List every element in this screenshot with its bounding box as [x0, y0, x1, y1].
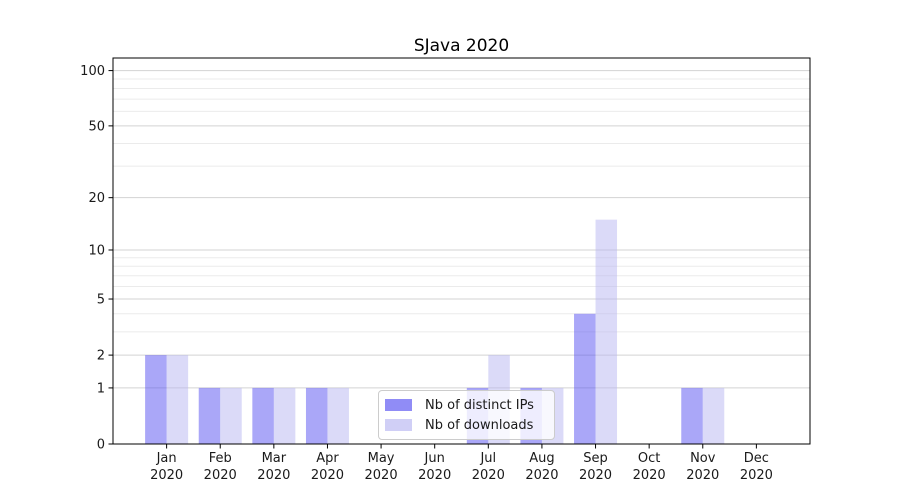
bar-distinct-ips-feb — [198, 387, 221, 444]
bar-downloads-jan — [166, 355, 189, 444]
x-tick-label-oct: Oct 2020 — [633, 451, 666, 483]
x-tick-label-jun: Jun 2020 — [418, 451, 451, 483]
x-tick-label-mar: Mar 2020 — [257, 451, 290, 483]
bar-distinct-ips-sep — [574, 313, 596, 444]
bar-downloads-sep — [595, 219, 618, 444]
legend-label-distinct-ips: Nb of distinct IPs — [425, 397, 534, 413]
y-tick-label-20: 20 — [88, 191, 105, 206]
x-tick-label-jul: Jul 2020 — [472, 451, 505, 483]
chart-title: SJava 2020 — [413, 36, 510, 56]
x-tick-label-may: May 2020 — [365, 451, 398, 483]
legend-label-downloads: Nb of downloads — [425, 417, 534, 433]
legend-swatch-downloads-icon — [385, 419, 412, 431]
bar-distinct-ips-apr — [305, 387, 328, 444]
legend: Nb of distinct IPs Nb of downloads — [378, 390, 555, 440]
bar-distinct-ips-mar — [252, 387, 274, 444]
y-tick-label-5: 5 — [97, 293, 105, 308]
x-tick-label-aug: Aug 2020 — [525, 451, 558, 483]
legend-swatch-distinct-ips-icon — [385, 399, 412, 411]
bar-distinct-ips-jan — [145, 355, 167, 444]
bar-downloads-feb — [220, 387, 242, 444]
y-tick-label-100: 100 — [80, 64, 105, 79]
y-tick-label-50: 50 — [88, 119, 105, 134]
y-tick-label-0: 0 — [97, 438, 105, 453]
legend-item-distinct-ips: Nb of distinct IPs — [385, 396, 546, 414]
legend-item-downloads: Nb of downloads — [385, 416, 546, 434]
x-tick-label-apr: Apr 2020 — [311, 451, 344, 483]
bar-downloads-nov — [702, 387, 725, 444]
bar-downloads-mar — [273, 387, 296, 444]
x-tick-label-jan: Jan 2020 — [150, 451, 183, 483]
y-tick-label-1: 1 — [97, 381, 105, 396]
x-tick-label-feb: Feb 2020 — [204, 451, 237, 483]
y-tick-label-2: 2 — [97, 349, 105, 364]
plot-border — [112, 57, 811, 445]
bar-downloads-apr — [327, 387, 349, 444]
x-tick-label-nov: Nov 2020 — [686, 451, 719, 483]
x-tick-label-sep: Sep 2020 — [579, 451, 612, 483]
y-tick-label-10: 10 — [88, 243, 105, 258]
x-tick-label-dec: Dec 2020 — [740, 451, 773, 483]
bar-distinct-ips-nov — [681, 387, 703, 444]
